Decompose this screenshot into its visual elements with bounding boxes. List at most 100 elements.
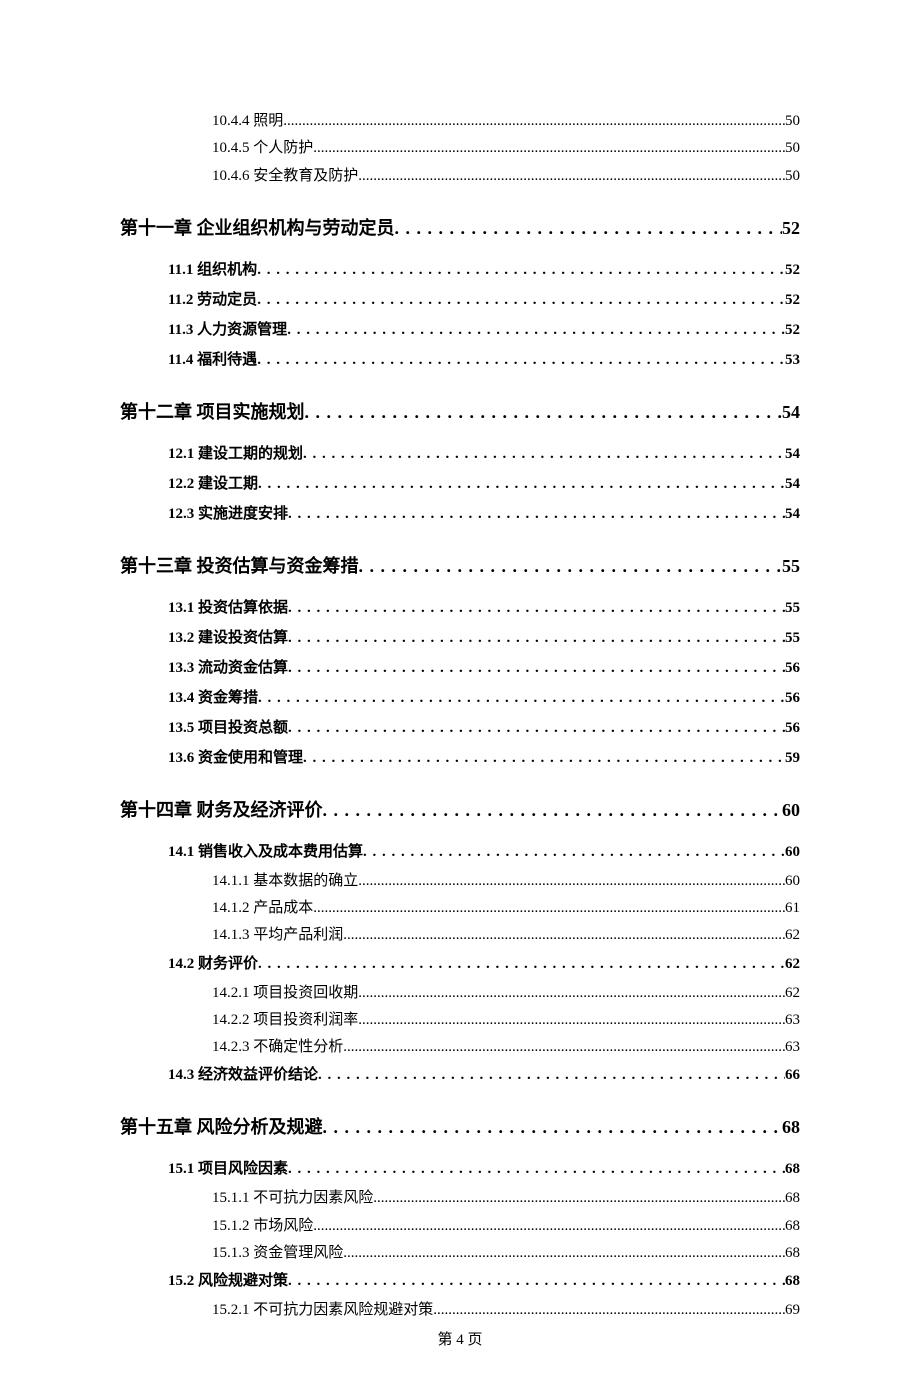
toc-page-number: 62 (785, 924, 800, 947)
toc-entry: 13.4 资金筹措56 (120, 686, 800, 710)
toc-leader-dots (358, 870, 785, 893)
toc-entry: 第十一章 企业组织机构与劳动定员 52 (120, 214, 800, 240)
toc-label: 14.2.1 项目投资回收期 (212, 982, 358, 1005)
toc-entry: 14.2.1 项目投资回收期 62 (120, 982, 800, 1005)
toc-leader-dots (288, 596, 785, 620)
toc-page-number: 68 (785, 1242, 800, 1265)
toc-label: 12.2 建设工期 (168, 472, 258, 496)
toc-page-number: 56 (785, 656, 800, 680)
toc-entry: 第十五章 风险分析及规避 68 (120, 1113, 800, 1139)
toc-label: 12.1 建设工期的规划 (168, 442, 303, 466)
toc-leader-dots (359, 556, 783, 577)
toc-page-number: 50 (785, 165, 800, 188)
toc-page-number: 54 (785, 472, 800, 496)
toc-page-number: 54 (785, 442, 800, 466)
page-footer: 第 4 页 (120, 1328, 800, 1349)
toc-page-number: 59 (785, 746, 800, 770)
toc-entry: 第十四章 财务及经济评价 60 (120, 796, 800, 822)
toc-label: 11.1 组织机构 (168, 258, 257, 282)
toc-entry: 11.1 组织机构 52 (120, 258, 800, 282)
toc-label: 13.1 投资估算依据 (168, 596, 288, 620)
toc-label: 13.5 项目投资总额 (168, 716, 288, 740)
toc-label: 14.1 销售收入及成本费用估算 (168, 840, 363, 864)
toc-entry: 14.2.3 不确定性分析63 (120, 1036, 800, 1059)
toc-label: 11.3 人力资源管理 (168, 318, 287, 342)
toc-label: 15.2.1 不可抗力因素风险规避对策 (212, 1299, 433, 1322)
toc-entry: 12.3 实施进度安排54 (120, 502, 800, 526)
toc-entry: 13.3 流动资金估算 56 (120, 656, 800, 680)
toc-label: 14.2.3 不确定性分析 (212, 1036, 343, 1059)
toc-entry: 14.2 财务评价62 (120, 952, 800, 976)
toc-leader-dots (257, 258, 785, 282)
toc-page-number: 54 (782, 402, 800, 423)
toc-page-number: 54 (785, 502, 800, 526)
toc-label: 14.1.1 基本数据的确立 (212, 870, 358, 893)
toc-leader-dots (258, 686, 785, 710)
toc-entry: 15.2.1 不可抗力因素风险规避对策 69 (120, 1299, 800, 1322)
toc-entry: 10.4.4 照明 50 (120, 110, 800, 133)
toc-page-number: 50 (785, 110, 800, 133)
toc-page-number: 52 (782, 218, 800, 239)
toc-label: 13.4 资金筹措 (168, 686, 258, 710)
toc-label: 11.4 福利待遇 (168, 348, 257, 372)
toc-page-number: 68 (782, 1117, 800, 1138)
toc-label: 15.1.1 不可抗力因素风险 (212, 1187, 373, 1210)
toc-entry: 11.2 劳动定员52 (120, 288, 800, 312)
toc-entry: 14.1.1 基本数据的确立 60 (120, 870, 800, 893)
toc-entry: 15.2 风险规避对策68 (120, 1269, 800, 1293)
toc-entry: 10.4.6 安全教育及防护50 (120, 165, 800, 188)
toc-label: 第十五章 风险分析及规避 (120, 1113, 323, 1139)
toc-leader-dots (257, 348, 785, 372)
toc-entry: 14.1.3 平均产品利润 62 (120, 924, 800, 947)
toc-label: 14.1.3 平均产品利润 (212, 924, 343, 947)
toc-page-number: 60 (782, 800, 800, 821)
toc-page-number: 53 (785, 348, 800, 372)
toc-entry: 第十三章 投资估算与资金筹措55 (120, 552, 800, 578)
toc-entry: 14.1.2 产品成本 61 (120, 897, 800, 920)
toc-page-number: 62 (785, 982, 800, 1005)
toc-page-number: 55 (785, 626, 800, 650)
toc-leader-dots (343, 1242, 785, 1265)
toc-label: 15.1.2 市场风险 (212, 1215, 313, 1238)
toc-entry: 13.1 投资估算依据 55 (120, 596, 800, 620)
toc-leader-dots (343, 1036, 785, 1059)
toc-page-number: 55 (782, 556, 800, 577)
toc-page-number: 66 (785, 1063, 800, 1087)
toc-leader-dots (343, 924, 785, 947)
toc-entry: 第十二章 项目实施规划54 (120, 398, 800, 424)
toc-label: 14.1.2 产品成本 (212, 897, 313, 920)
toc-label: 第十一章 企业组织机构与劳动定员 (120, 214, 395, 240)
toc-page-number: 55 (785, 596, 800, 620)
toc-entry: 12.1 建设工期的规划 54 (120, 442, 800, 466)
toc-leader-dots (358, 1009, 785, 1032)
toc-page-number: 52 (785, 258, 800, 282)
toc-label: 13.6 资金使用和管理 (168, 746, 303, 770)
toc-page-number: 61 (785, 897, 800, 920)
toc-leader-dots (288, 716, 785, 740)
toc-label: 14.2.2 项目投资利润率 (212, 1009, 358, 1032)
toc-entry: 11.3 人力资源管理 52 (120, 318, 800, 342)
toc-leader-dots (358, 982, 785, 1005)
toc-label: 第十四章 财务及经济评价 (120, 796, 323, 822)
toc-leader-dots (303, 746, 785, 770)
toc-entry: 13.6 资金使用和管理 59 (120, 746, 800, 770)
toc-label: 15.1 项目风险因素 (168, 1157, 288, 1181)
toc-entry: 14.3 经济效益评价结论66 (120, 1063, 800, 1087)
toc-entry: 14.1 销售收入及成本费用估算60 (120, 840, 800, 864)
toc-page-number: 63 (785, 1009, 800, 1032)
toc-page-number: 60 (785, 870, 800, 893)
toc-leader-dots (313, 1215, 785, 1238)
toc-leader-dots (303, 442, 785, 466)
toc-leader-dots (323, 1117, 783, 1138)
toc-label: 13.2 建设投资估算 (168, 626, 288, 650)
toc-leader-dots (283, 110, 785, 133)
toc-label: 10.4.4 照明 (212, 110, 283, 133)
toc-leader-dots (258, 472, 785, 496)
toc-entry: 12.2 建设工期 54 (120, 472, 800, 496)
toc-page-number: 69 (785, 1299, 800, 1322)
toc-page-number: 52 (785, 318, 800, 342)
toc-entry: 15.1 项目风险因素68 (120, 1157, 800, 1181)
toc-page-number: 50 (785, 137, 800, 160)
toc-label: 13.3 流动资金估算 (168, 656, 288, 680)
toc-label: 10.4.5 个人防护 (212, 137, 313, 160)
